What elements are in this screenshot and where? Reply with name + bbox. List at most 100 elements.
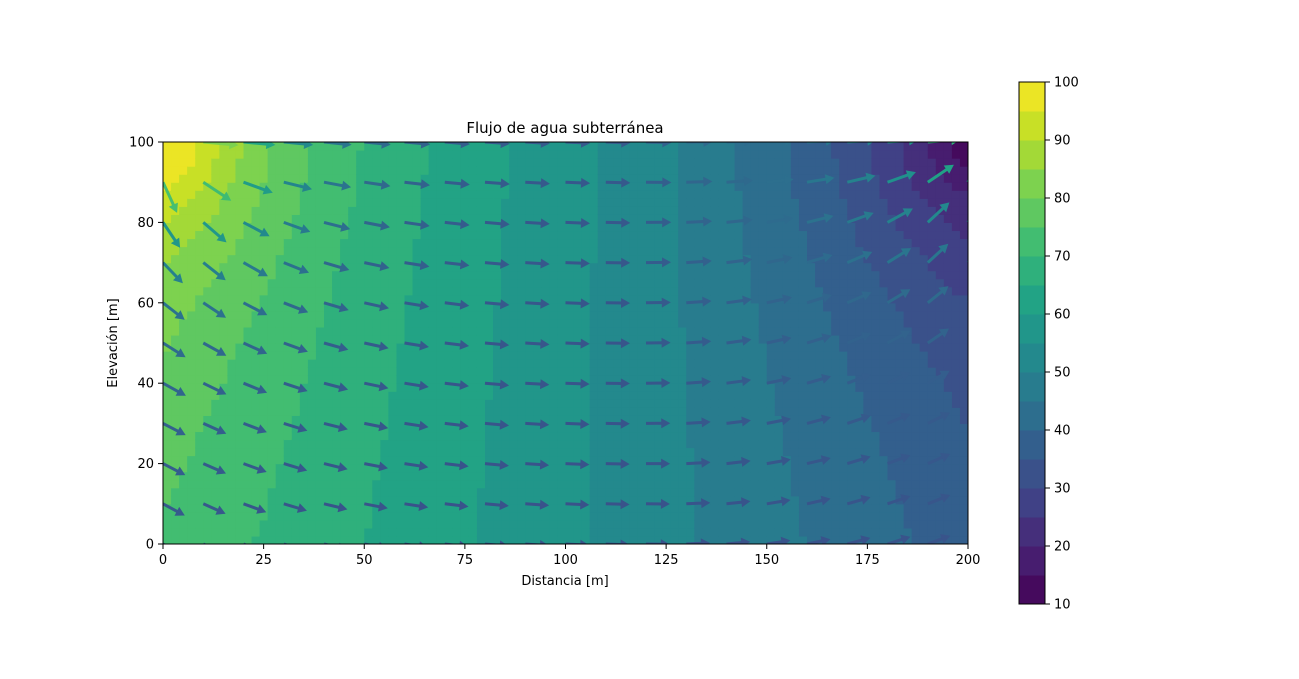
contour-cell	[251, 230, 261, 240]
contour-cell	[163, 431, 172, 441]
contour-cell	[710, 455, 720, 465]
contour-cell	[203, 190, 212, 199]
contour-cell	[187, 182, 196, 191]
contour-cell	[710, 214, 720, 223]
contour-cell	[340, 375, 349, 384]
contour-cell	[476, 150, 486, 159]
contour-cell	[798, 302, 808, 312]
contour-cell	[943, 294, 953, 304]
contour-cell	[291, 174, 301, 183]
contour-cell	[758, 326, 768, 336]
contour-cell	[855, 190, 864, 199]
contour-cell	[356, 527, 365, 537]
contour-cell	[380, 270, 389, 280]
contour-cell	[517, 431, 526, 441]
contour-cell	[742, 519, 752, 529]
contour-cell	[919, 326, 929, 336]
contour-cell	[895, 142, 905, 151]
contour-cell	[227, 302, 237, 312]
contour-cell	[637, 487, 647, 497]
contour-cell	[903, 230, 913, 240]
contour-cell	[436, 198, 446, 207]
contour-cell	[863, 503, 872, 513]
contour-cell	[790, 495, 800, 505]
contour-cell	[573, 150, 583, 159]
contour-cell	[428, 262, 438, 272]
contour-cell	[340, 158, 349, 167]
contour-cell	[702, 206, 711, 215]
contour-cell	[823, 407, 832, 416]
contour-cell	[686, 487, 695, 497]
contour-cell	[670, 375, 679, 384]
contour-cell	[573, 230, 583, 240]
contour-cell	[951, 511, 961, 521]
contour-cell	[919, 246, 929, 256]
contour-cell	[324, 150, 333, 159]
contour-cell	[943, 270, 953, 280]
contour-cell	[364, 222, 373, 232]
contour-cell	[171, 190, 180, 199]
contour-cell	[750, 278, 760, 288]
contour-cell	[831, 318, 840, 328]
contour-cell	[951, 463, 961, 473]
contour-cell	[436, 254, 446, 264]
contour-cell	[444, 294, 454, 304]
contour-cell	[589, 439, 599, 449]
contour-cell	[831, 471, 840, 481]
contour-cell	[195, 190, 204, 199]
contour-cell	[404, 487, 414, 497]
contour-cell	[629, 214, 639, 223]
contour-cell	[831, 238, 840, 248]
contour-cell	[831, 310, 840, 320]
contour-cell	[798, 190, 808, 199]
contour-cell	[605, 535, 615, 544]
contour-cell	[807, 190, 816, 199]
contour-cell	[670, 391, 679, 400]
contour-cell	[871, 527, 881, 537]
contour-cell	[943, 415, 953, 424]
contour-cell	[203, 254, 212, 264]
contour-cell	[380, 447, 389, 457]
contour-cell	[678, 487, 687, 497]
contour-cell	[702, 150, 711, 159]
contour-cell	[187, 391, 196, 400]
contour-cell	[283, 455, 293, 465]
contour-cell	[629, 447, 639, 457]
contour-cell	[235, 439, 245, 449]
contour-cell	[501, 318, 510, 328]
contour-cell	[436, 407, 446, 416]
contour-cell	[686, 166, 695, 175]
contour-cell	[436, 222, 446, 232]
contour-cell	[509, 302, 518, 312]
contour-cell	[750, 455, 760, 465]
contour-cell	[927, 166, 937, 175]
contour-cell	[702, 431, 711, 441]
contour-cell	[476, 367, 486, 376]
contour-cell	[871, 326, 881, 336]
contour-cell	[839, 391, 848, 400]
contour-cell	[605, 278, 615, 288]
contour-cell	[195, 399, 204, 408]
contour-cell	[678, 527, 687, 537]
contour-cell	[163, 206, 172, 215]
contour-cell	[420, 367, 430, 376]
contour-cell	[726, 495, 736, 505]
contour-cell	[871, 503, 881, 513]
contour-cell	[171, 174, 180, 183]
contour-cell	[589, 166, 599, 175]
contour-cell	[710, 375, 720, 384]
contour-cell	[243, 391, 253, 400]
contour-cell	[710, 222, 720, 232]
contour-cell	[203, 423, 212, 433]
contour-cell	[597, 150, 607, 159]
contour-cell	[670, 463, 679, 473]
contour-cell	[307, 415, 317, 424]
contour-cell	[396, 463, 406, 473]
contour-cell	[525, 471, 534, 481]
contour-cell	[211, 407, 220, 416]
contour-cell	[227, 294, 237, 304]
contour-cell	[581, 270, 591, 280]
contour-cell	[871, 166, 881, 175]
contour-cell	[887, 495, 897, 505]
contour-cell	[662, 519, 671, 529]
